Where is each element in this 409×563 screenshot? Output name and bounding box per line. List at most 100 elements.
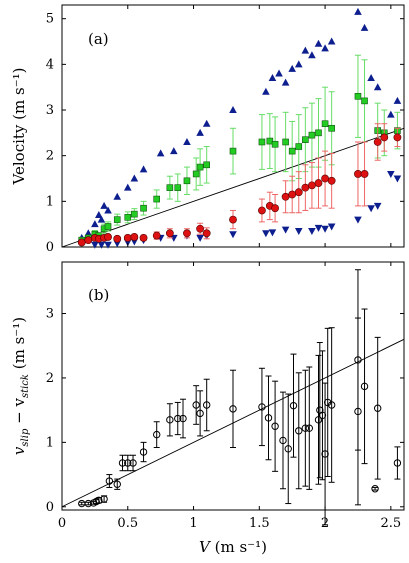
data-point-square bbox=[203, 161, 210, 169]
data-point-open-circle bbox=[129, 459, 137, 467]
data-point-open-circle bbox=[196, 409, 204, 418]
data-point-circle bbox=[354, 170, 362, 178]
data-point-triangle-up bbox=[387, 110, 395, 118]
data-point-triangle-up bbox=[229, 106, 237, 114]
data-point-triangle-up bbox=[196, 128, 204, 136]
data-point-triangle-up bbox=[84, 229, 93, 237]
panel-a-frame bbox=[61, 4, 405, 248]
ylabel-v-slip: v bbox=[10, 446, 28, 455]
xlabel-var: V bbox=[199, 538, 212, 556]
data-point-triangle-down bbox=[229, 231, 237, 239]
y-tick-label: 3 bbox=[46, 103, 54, 118]
data-point-square bbox=[282, 138, 289, 146]
data-point-circle bbox=[165, 229, 174, 238]
data-point-circle bbox=[84, 236, 93, 245]
data-point-triangle-up bbox=[314, 39, 323, 47]
data-point-triangle-up bbox=[123, 183, 132, 191]
ylabel-units: (m s⁻¹) bbox=[10, 317, 28, 374]
data-point-triangle-up bbox=[100, 201, 108, 209]
data-point-triangle-up bbox=[281, 78, 290, 86]
y-tick-label: 0 bbox=[46, 240, 54, 255]
data-point-triangle-up bbox=[104, 206, 112, 214]
data-point-triangle-down bbox=[354, 216, 362, 224]
data-point-open-circle bbox=[373, 404, 382, 412]
data-point-triangle-down bbox=[308, 228, 316, 236]
x-tick-label: 0.5 bbox=[117, 516, 138, 531]
data-point-circle bbox=[130, 233, 139, 241]
x-tick-label: 2.5 bbox=[381, 516, 402, 531]
data-point-circle bbox=[77, 238, 86, 247]
data-point-circle bbox=[152, 231, 161, 240]
data-point-triangle-down bbox=[91, 241, 99, 249]
data-point-triangle-up bbox=[156, 149, 165, 157]
data-point-open-circle bbox=[318, 411, 327, 420]
data-point-triangle-up bbox=[183, 137, 191, 145]
data-point-triangle-down bbox=[281, 226, 290, 234]
panel-a-ylabel: Velocity (m s⁻¹) bbox=[10, 68, 28, 186]
y-tick-label: 4 bbox=[46, 57, 54, 72]
data-point-open-circle bbox=[360, 382, 369, 391]
data-point-open-circle bbox=[153, 430, 161, 439]
data-point-square bbox=[196, 163, 204, 171]
data-point-open-circle bbox=[258, 403, 266, 411]
data-point-triangle-up bbox=[327, 37, 336, 45]
data-point-triangle-up bbox=[308, 51, 316, 59]
data-point-open-circle bbox=[264, 414, 273, 422]
data-point-triangle-up bbox=[367, 74, 375, 82]
panel-b-frame bbox=[61, 261, 405, 511]
data-point-triangle-down bbox=[314, 224, 323, 232]
data-point-triangle-up bbox=[91, 220, 99, 228]
data-point-triangle-up bbox=[301, 46, 310, 54]
data-point-open-circle bbox=[229, 405, 237, 413]
data-point-circle bbox=[258, 206, 266, 215]
y-tick-label: 2 bbox=[46, 149, 54, 164]
data-point-circle bbox=[327, 176, 336, 185]
data-point-triangle-up bbox=[268, 74, 277, 82]
data-point-square bbox=[192, 170, 200, 178]
data-point-circle bbox=[183, 229, 191, 238]
data-point-open-circle bbox=[192, 401, 200, 409]
panel-b-ylabel: vslip − vstick (m s⁻¹) bbox=[10, 317, 31, 455]
data-point-triangle-up bbox=[288, 64, 296, 72]
panel-a: 0 1 2 3 4 5 (a) Velocity (m s⁻¹) bbox=[10, 4, 405, 255]
data-point-triangle-up bbox=[113, 192, 122, 200]
data-point-open-circle bbox=[100, 495, 108, 503]
data-point-triangle-down bbox=[393, 175, 402, 183]
data-point-triangle-down bbox=[262, 230, 270, 238]
y-tick-label: 5 bbox=[46, 12, 54, 27]
x-tick-label: 1 bbox=[189, 516, 197, 531]
ylabel-slip-subscript: slip bbox=[20, 428, 31, 447]
data-point-circle bbox=[113, 234, 122, 243]
data-point-circle bbox=[196, 224, 205, 233]
data-point-open-circle bbox=[139, 448, 148, 456]
data-point-circle bbox=[308, 181, 316, 190]
data-point-square bbox=[308, 131, 316, 139]
data-point-open-circle bbox=[305, 424, 313, 432]
data-point-triangle-down bbox=[367, 205, 375, 213]
data-point-circle bbox=[271, 204, 279, 213]
data-point-circle bbox=[123, 233, 132, 242]
data-point-square bbox=[153, 195, 161, 203]
reference-line bbox=[61, 127, 405, 248]
data-point-circle bbox=[321, 174, 329, 183]
data-point-triangle-up bbox=[354, 7, 362, 15]
data-point-open-circle bbox=[295, 427, 303, 435]
data-point-circle bbox=[393, 133, 402, 142]
data-point-open-circle bbox=[314, 416, 323, 424]
data-point-triangle-down bbox=[327, 223, 336, 231]
data-point-open-circle bbox=[124, 459, 132, 467]
data-point-square bbox=[113, 216, 121, 223]
data-point-circle bbox=[104, 233, 112, 241]
data-point-square bbox=[174, 184, 182, 191]
data-point-square bbox=[271, 140, 279, 148]
data-point-triangle-up bbox=[360, 23, 369, 31]
data-point-square bbox=[321, 120, 329, 128]
data-point-open-circle bbox=[166, 416, 174, 424]
data-point-open-circle bbox=[271, 422, 279, 430]
data-point-open-circle bbox=[327, 401, 336, 409]
data-point-triangle-up bbox=[275, 69, 283, 77]
data-point-triangle-up bbox=[202, 119, 211, 127]
data-point-circle bbox=[360, 170, 369, 178]
data-point-triangle-down bbox=[294, 228, 303, 236]
